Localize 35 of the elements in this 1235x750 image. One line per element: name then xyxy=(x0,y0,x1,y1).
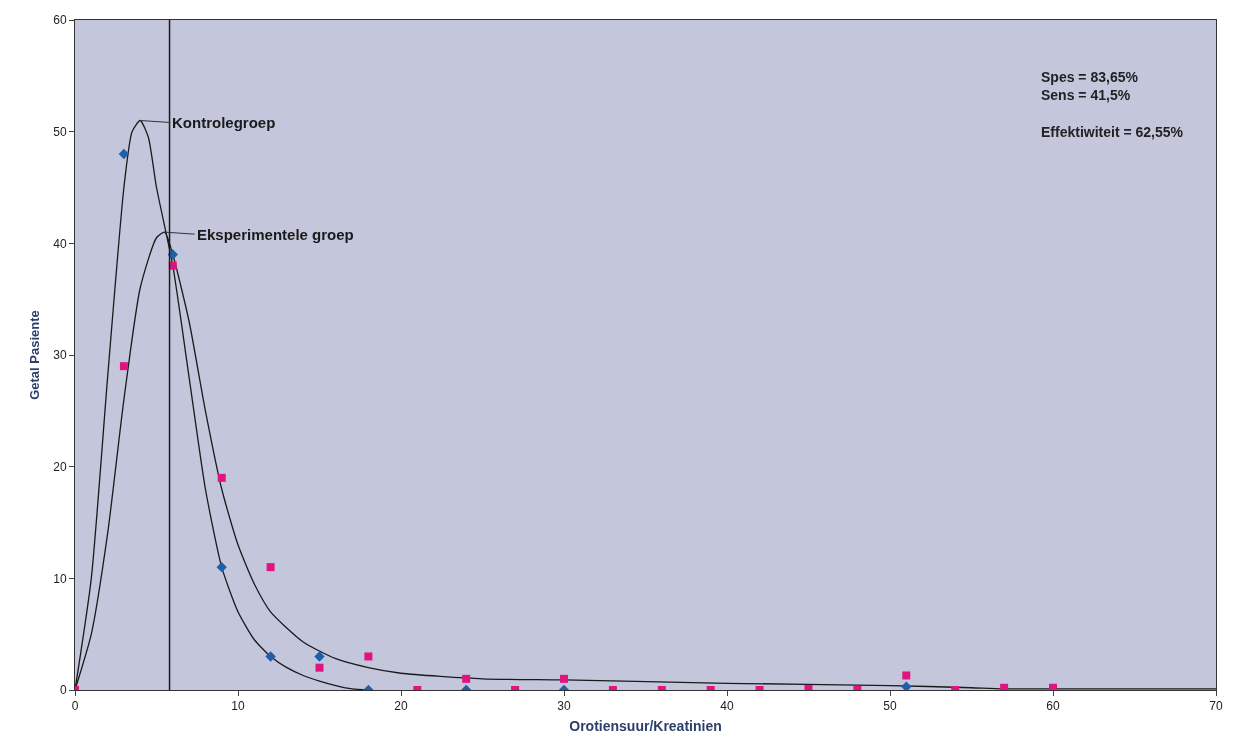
y-tick-label: 50 xyxy=(53,124,67,139)
x-tick-label: 10 xyxy=(231,699,245,714)
point xyxy=(1000,683,1009,690)
y-tick-label: 30 xyxy=(53,348,67,363)
series-label: Eksperimentele groep xyxy=(197,226,354,243)
point xyxy=(266,563,275,572)
x-tick-label: 50 xyxy=(883,699,897,714)
point xyxy=(364,652,373,661)
point xyxy=(560,674,568,683)
x-tick-label: 70 xyxy=(1209,699,1223,714)
x-tick-label: 40 xyxy=(720,699,734,714)
x-tick-label: 0 xyxy=(71,699,79,714)
x-tick-label: 30 xyxy=(557,699,571,714)
y-tick-label: 60 xyxy=(53,13,67,28)
text: Spes = 83,65% Sens = 41,5% Effektiwiteit = 62,55% xyxy=(1041,69,1184,140)
y-axis-title: Getal Pasiente xyxy=(27,310,43,400)
x-tick-label: 20 xyxy=(394,699,408,714)
point xyxy=(217,473,226,482)
x-axis-title: Orotiensuur/Kreatinien xyxy=(569,717,722,734)
point xyxy=(901,681,912,690)
series-label: Kontrolegroep xyxy=(172,114,276,131)
y-tick-label: 10 xyxy=(53,571,67,586)
y-tick-label: 40 xyxy=(53,236,67,251)
point xyxy=(315,663,324,672)
point xyxy=(216,561,227,573)
point xyxy=(902,671,911,680)
point xyxy=(119,362,128,371)
point xyxy=(118,148,130,160)
x-tick-label: 60 xyxy=(1046,699,1060,714)
point xyxy=(462,674,471,683)
point xyxy=(314,651,325,662)
y-tick-label: 20 xyxy=(53,459,67,474)
y-tick-label: 0 xyxy=(59,683,67,698)
point xyxy=(265,651,276,662)
point xyxy=(1049,683,1057,690)
